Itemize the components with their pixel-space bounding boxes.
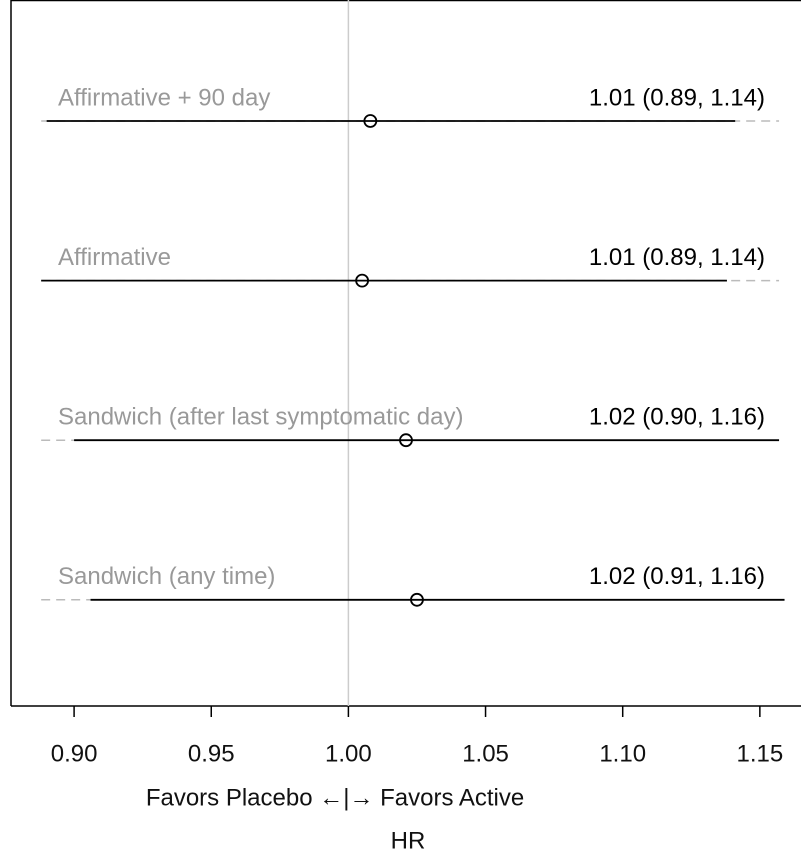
estimate-label: 1.02 (0.91, 1.16) <box>589 563 765 590</box>
estimate-label: 1.01 (0.89, 1.14) <box>589 244 765 271</box>
row-label: Sandwich (after last symptomatic day) <box>58 404 463 431</box>
x-axis-title: HR <box>391 827 426 853</box>
row-label: Sandwich (any time) <box>58 563 275 590</box>
x-tick-label: 0.95 <box>188 740 235 767</box>
estimate-label: 1.01 (0.89, 1.14) <box>589 84 765 111</box>
x-tick-label: 1.00 <box>325 740 372 767</box>
x-annotation: Favors Placebo ←|→ Favors Active <box>146 784 524 811</box>
row-label: Affirmative + 90 day <box>58 84 270 111</box>
estimate-point <box>399 433 413 448</box>
estimate-point <box>355 273 370 288</box>
x-tick-label: 1.10 <box>599 740 646 767</box>
x-tick-label: 1.15 <box>736 740 783 767</box>
estimate-label: 1.02 (0.90, 1.16) <box>589 404 765 431</box>
estimate-point <box>363 114 378 128</box>
x-tick-label: 0.90 <box>51 740 98 767</box>
x-tick-label: 1.05 <box>462 740 509 767</box>
row-label: Affirmative <box>58 244 171 271</box>
estimate-point <box>410 592 424 607</box>
